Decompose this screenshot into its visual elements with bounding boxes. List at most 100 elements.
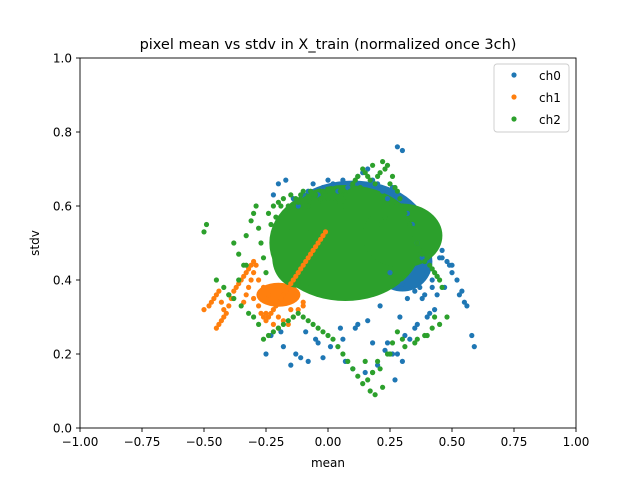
data-point-ch0: [365, 166, 371, 172]
data-point-ch0: [432, 307, 438, 313]
data-point-ch2: [360, 381, 366, 387]
data-point-ch1: [218, 299, 224, 305]
data-point-ch0: [382, 347, 388, 353]
data-point-ch0: [327, 344, 334, 350]
legend-marker-ch1: [511, 94, 517, 100]
data-point-ch2: [295, 199, 301, 205]
data-point-ch0: [461, 299, 467, 305]
data-point-ch2: [280, 196, 286, 202]
data-point-ch1: [270, 307, 276, 313]
data-point-ch1: [280, 292, 286, 298]
data-point-ch0: [402, 332, 408, 339]
data-point-ch2: [288, 192, 294, 198]
data-point-ch0: [454, 277, 460, 283]
data-point-ch2: [231, 295, 237, 302]
data-point-ch0: [337, 325, 343, 331]
data-point-ch0: [424, 270, 430, 276]
data-point-ch2: [412, 233, 418, 239]
y-tick-label: 0.0: [53, 422, 72, 436]
data-point-ch2: [275, 325, 281, 331]
data-point-ch2: [298, 192, 304, 198]
data-point-ch1: [278, 295, 284, 302]
data-point-ch2: [278, 203, 284, 209]
data-point-ch2: [387, 181, 393, 187]
data-point-ch2: [372, 181, 378, 187]
y-tick-label: 0.2: [53, 348, 72, 362]
data-point-ch1: [248, 277, 254, 283]
data-point-ch1: [231, 288, 237, 294]
chart-title: pixel mean vs stdv in X_train (normalize…: [140, 37, 517, 53]
data-point-ch1: [285, 284, 291, 290]
data-point-ch2: [303, 196, 309, 202]
data-point-ch0: [412, 288, 418, 294]
data-point-ch0: [298, 355, 304, 361]
data-point-ch2: [355, 373, 361, 379]
data-point-ch0: [439, 255, 445, 261]
data-point-ch2: [275, 199, 281, 205]
data-point-ch2: [285, 203, 291, 209]
data-point-ch2: [389, 340, 396, 346]
data-point-ch1: [270, 321, 276, 327]
data-point-ch1: [300, 299, 306, 305]
data-point-ch0: [375, 362, 381, 368]
data-point-ch0: [340, 177, 346, 183]
data-point-ch0: [362, 369, 368, 376]
data-point-ch2: [414, 240, 420, 246]
x-axis-ticks: −1.00 −0.75 −0.50 −0.25 0.00 0.25 0.50 0.75 1.00: [62, 428, 589, 449]
data-point-ch0: [392, 377, 398, 383]
data-point-ch2: [340, 203, 346, 209]
data-point-ch2: [397, 196, 403, 202]
data-point-ch1: [263, 310, 269, 316]
data-point-ch2: [355, 173, 361, 179]
data-point-ch1: [221, 307, 227, 313]
data-point-ch1: [285, 321, 291, 327]
data-point-ch0: [305, 358, 311, 364]
data-point-ch1: [233, 284, 239, 290]
y-axis-ticks: 0.0 0.2 0.4 0.6 0.8 1.0: [53, 52, 80, 436]
data-point-ch0: [471, 344, 477, 350]
data-point-ch1: [268, 310, 274, 316]
data-point-ch0: [355, 321, 361, 327]
data-point-ch0: [330, 181, 336, 187]
data-point-ch2: [370, 369, 376, 376]
data-point-ch0: [459, 288, 465, 294]
data-point-ch1: [221, 314, 227, 320]
data-point-ch0: [469, 332, 475, 339]
data-point-ch1: [308, 251, 314, 257]
data-point-ch1: [216, 288, 222, 294]
data-point-ch0: [293, 351, 299, 357]
data-point-ch1: [251, 295, 257, 302]
data-point-ch2: [384, 162, 391, 168]
data-point-ch2: [226, 292, 232, 298]
data-point-ch2: [389, 173, 396, 179]
data-point-ch1: [275, 299, 281, 305]
data-point-ch0: [278, 329, 284, 335]
data-point-ch0: [414, 321, 420, 327]
data-point-ch2: [280, 321, 286, 327]
data-point-ch0: [407, 336, 413, 342]
data-point-ch2: [268, 221, 274, 228]
data-point-ch2: [236, 277, 242, 283]
data-point-ch2: [377, 170, 383, 176]
data-point-ch1: [300, 262, 306, 268]
data-point-ch0: [434, 292, 440, 298]
data-point-ch1: [288, 281, 294, 287]
data-point-ch1: [243, 292, 249, 298]
data-point-ch0: [429, 284, 435, 290]
data-point-ch2: [432, 270, 438, 276]
legend-label-ch1: ch1: [539, 91, 561, 105]
data-point-ch2: [382, 214, 388, 220]
data-point-ch2: [290, 314, 296, 320]
data-point-ch2: [248, 218, 254, 224]
data-point-ch1: [315, 240, 321, 246]
data-point-ch0: [283, 177, 289, 183]
data-point-ch2: [305, 203, 311, 209]
legend-box: [493, 63, 570, 133]
x-tick-label: 0.25: [377, 435, 404, 449]
data-point-ch0: [387, 270, 393, 276]
data-point-ch2: [221, 284, 227, 290]
data-point-ch1: [293, 273, 299, 279]
data-point-ch2: [322, 192, 329, 198]
data-point-ch2: [318, 196, 324, 202]
data-point-ch0: [263, 351, 269, 357]
